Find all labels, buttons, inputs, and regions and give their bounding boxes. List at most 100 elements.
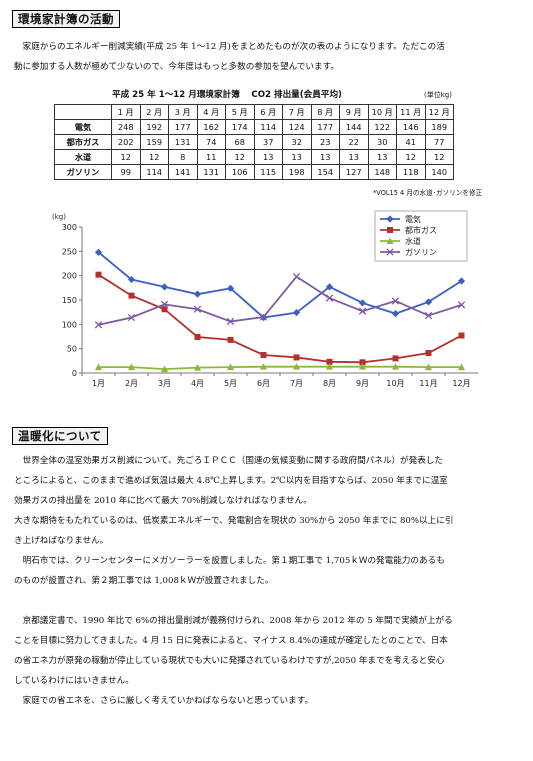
table-cell: 148 (367, 164, 397, 180)
data-point (226, 317, 235, 326)
x-tick-label: 9月 (356, 379, 369, 388)
data-point (391, 363, 400, 370)
section-heading-warming: 温暖化について (12, 427, 108, 445)
legend-marker (386, 237, 394, 244)
table-cell: 127 (339, 164, 369, 180)
data-point (259, 313, 268, 321)
warming-body: 世界全体の温室効果ガス削減について、先ごろＩＰＣＣ（国連の気候変動に関する政府間… (14, 451, 522, 711)
table-cell: 154 (310, 164, 340, 180)
table-cell: 146 (396, 119, 426, 135)
data-point (424, 298, 433, 306)
data-point (193, 290, 202, 298)
paragraph-line: 効果ガスの排出量を 2010 年に比べて最大 70%削減しなければなりません。 (14, 496, 312, 506)
table-cell: 12 (396, 149, 426, 165)
paragraph-line: 明石市では、クリーンセンターにメガソーラーを設置しました。第１期工事で 1,70… (22, 556, 445, 566)
data-point (391, 297, 400, 305)
x-tick-label: 12月 (452, 379, 470, 388)
x-tick-label: 7月 (290, 379, 303, 388)
table-cell: 114 (139, 164, 169, 180)
data-point (194, 333, 201, 340)
table-cell: 41 (396, 134, 426, 150)
month-header: 2 月 (139, 104, 169, 120)
data-point (259, 363, 268, 370)
warming-paragraph: 京都議定書で、1990 年比で 6%の排出量削減が義務付けられ、2008 年から… (14, 611, 522, 691)
x-tick-label: 10月 (386, 379, 404, 388)
table-cell: 177 (168, 119, 198, 135)
table-row: 電気 248 192 177 162 174 114 124 177 144 122 146 189 (54, 119, 454, 135)
y-tick-label: 150 (62, 296, 77, 305)
data-point (391, 310, 400, 318)
data-point (458, 332, 465, 339)
intro-paragraph: 家庭からのエネルギー削減実績(平成 25 年 1〜12 月)をまとめたものが次の… (14, 37, 522, 77)
data-point (358, 307, 367, 315)
table-cell: 23 (310, 134, 340, 150)
table-cell: 118 (396, 164, 426, 180)
data-point (292, 272, 301, 281)
warming-paragraph: 大きな期待をもたれているのは、低炭素エネルギーで、発電割合を現状の 30%から … (14, 511, 522, 551)
y-tick-label: 300 (62, 223, 77, 232)
table-cell: 32 (282, 134, 312, 150)
data-point (127, 313, 136, 322)
series-line (97, 251, 462, 319)
table-cell: 144 (339, 119, 369, 135)
legend-marker (387, 227, 393, 233)
data-point (359, 359, 366, 366)
table-cell: 122 (367, 119, 397, 135)
data-point (226, 363, 235, 371)
data-point (94, 321, 103, 329)
table-cell: 174 (225, 119, 255, 135)
table-cell: 159 (139, 134, 169, 150)
table-cell: 12 (139, 149, 169, 165)
month-header: 3 月 (168, 104, 198, 120)
table-cell: 202 (111, 134, 141, 150)
co2-line-chart: 0 50 100 150 200 250 300 (kg) 1月 2月 3月 4月 5月 6月 7月 8月 9月… (52, 210, 478, 388)
paragraph-line: のものが設置され、第２期工事では 1,008ｋＷが設置されました。 (14, 576, 274, 586)
data-point (128, 292, 135, 299)
row-label: 水道 (54, 149, 112, 165)
paragraph-line: ことを目標に努力してきました。4 月 15 日に発表によると、マイナス 8.4%… (14, 636, 448, 646)
y-tick-label: 250 (62, 247, 77, 256)
intro-line: 動に参加する人数が極めて少ないので、今年度はもっと多数の参加を望んでいます。 (14, 62, 339, 72)
month-header: 1 月 (111, 104, 141, 120)
row-label: 都市ガス (54, 134, 112, 150)
table-cell: 77 (424, 134, 454, 150)
data-point (457, 301, 466, 309)
data-point (292, 309, 301, 317)
data-point (160, 300, 169, 309)
data-point (358, 363, 367, 370)
table-cell: 13 (253, 149, 283, 165)
table-cell: 192 (139, 119, 169, 135)
paragraph-line: 家庭での省エネを、さらに厳しく考えていかねばならないと思っています。 (22, 696, 314, 706)
table-unit: (単位kg) (424, 91, 452, 99)
table-cell: 12 (111, 149, 141, 165)
table-cell: 106 (225, 164, 255, 180)
data-point (425, 350, 432, 357)
month-header: 7 月 (282, 104, 312, 120)
data-point (94, 248, 103, 256)
table-cell: 37 (253, 134, 283, 150)
month-header: 9 月 (339, 104, 369, 120)
table-cell: 13 (367, 149, 397, 165)
month-header: 10 月 (367, 104, 397, 120)
table-cell: 114 (253, 119, 283, 135)
y-axis-label: (kg) (52, 213, 66, 221)
row-label: 電気 (54, 119, 112, 135)
data-point (161, 306, 168, 313)
data-point (392, 355, 399, 362)
table-cell: 99 (111, 164, 141, 180)
month-header: 12 月 (424, 104, 454, 120)
table-cell: 189 (424, 119, 454, 135)
row-label: ガソリン (54, 164, 112, 180)
paragraph-line: 大きな期待をもたれているのは、低炭素エネルギーで、発電割合を現状の 30%から … (14, 516, 454, 526)
y-tick-label: 50 (67, 345, 77, 354)
table-cell: 13 (339, 149, 369, 165)
table-cell: 115 (253, 164, 283, 180)
table-cell: 124 (282, 119, 312, 135)
table-header-row: 1 月 2 月 3 月 4 月 5 月 6 月 7 月 8 月 9 月 10 月… (54, 104, 454, 120)
legend-label: 水道 (405, 236, 421, 246)
data-point (95, 271, 102, 278)
y-tick-label: 200 (62, 272, 77, 281)
data-point (227, 336, 234, 343)
data-point (424, 311, 433, 320)
table-cell: 13 (310, 149, 340, 165)
